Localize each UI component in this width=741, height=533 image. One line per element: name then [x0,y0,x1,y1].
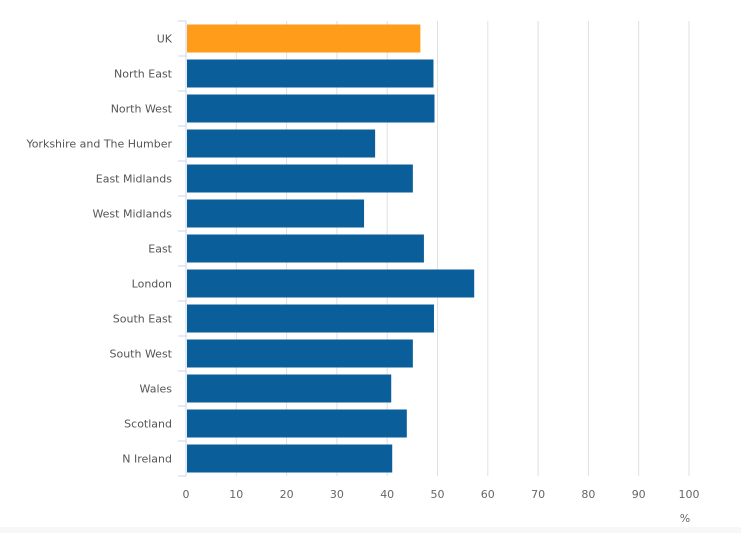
bar-london [187,269,475,298]
x-tick-label: 30 [330,488,344,501]
x-tick-label: 60 [481,488,495,501]
bar-n-ireland [187,444,393,473]
category-label: Yorkshire and The Humber [25,138,172,151]
category-label: West Midlands [92,208,172,221]
x-tick-label: 100 [679,488,700,501]
bar-scotland [187,409,407,438]
category-label: N Ireland [122,453,172,466]
category-label: East [148,243,172,256]
x-tick-label: 40 [380,488,394,501]
bar-yorkshire-and-the-humber [187,129,376,158]
bar-south-west [187,339,413,368]
category-label: South West [109,348,172,361]
category-label: London [132,278,172,291]
bar-north-east [187,59,434,88]
x-axis-title: % [680,512,690,525]
footer-strip [0,527,741,533]
bar-north-west [187,94,435,123]
category-label: East Midlands [96,173,173,186]
x-tick-label: 90 [632,488,646,501]
bar-uk [187,24,421,53]
bar-wales [187,374,392,403]
x-tick-label: 70 [531,488,545,501]
x-tick-label: 50 [431,488,445,501]
category-label: North West [111,103,173,116]
category-label: Scotland [124,418,172,431]
category-label: North East [114,68,173,81]
bar-south-east [187,304,434,333]
x-tick-label: 20 [280,488,294,501]
x-tick-label: 0 [183,488,190,501]
category-label: Wales [140,383,173,396]
category-label: South East [113,313,173,326]
bar-east-midlands [187,164,413,193]
x-tick-label: 80 [581,488,595,501]
bar-east [187,234,424,263]
bar-west-midlands [187,199,365,228]
x-tick-label: 10 [229,488,243,501]
category-label: UK [157,33,173,46]
